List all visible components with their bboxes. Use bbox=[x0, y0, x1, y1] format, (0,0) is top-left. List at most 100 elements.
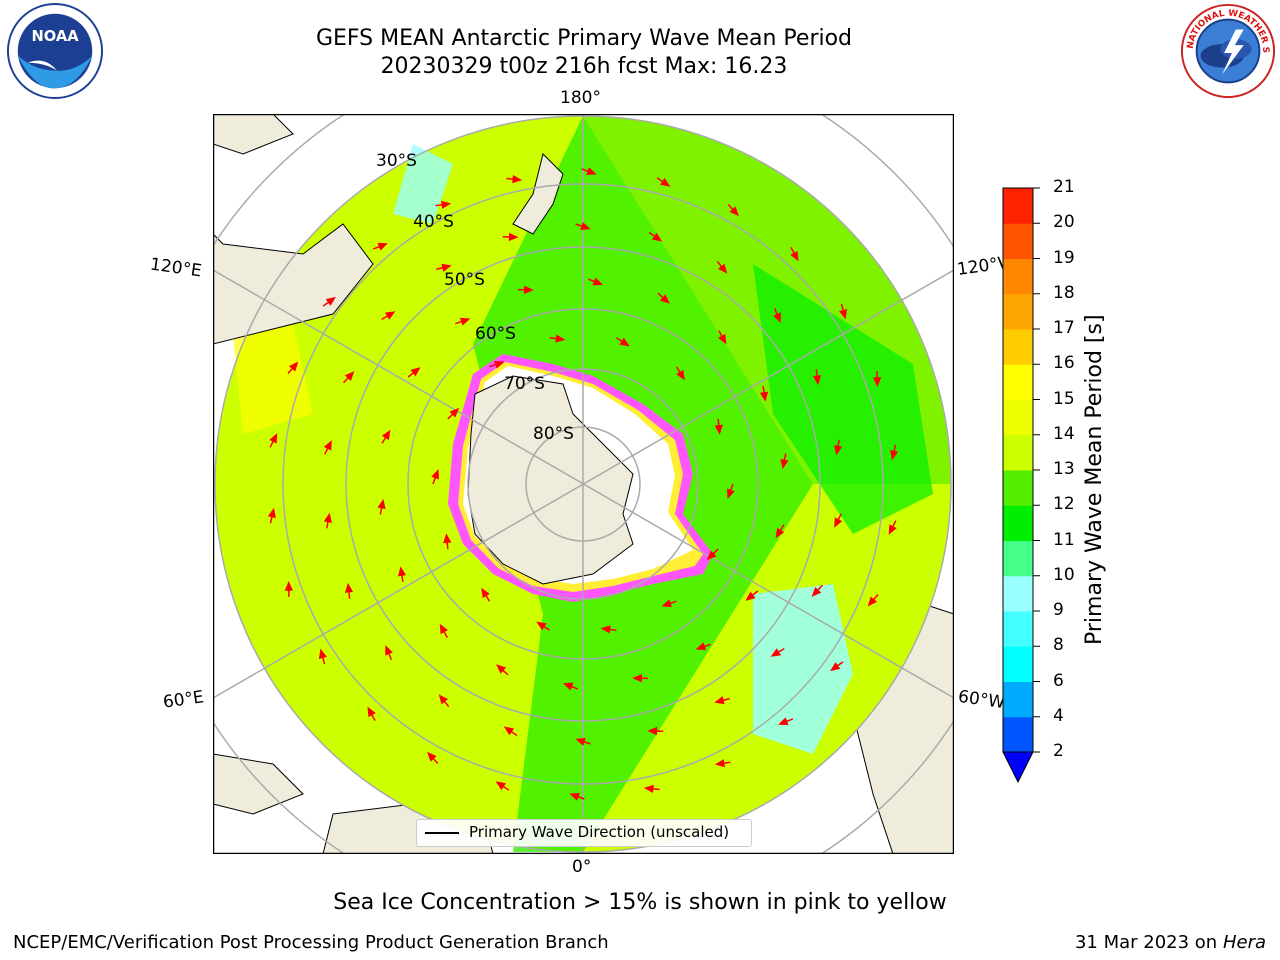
wave-arrow-head bbox=[441, 200, 452, 209]
wave-arrow-head bbox=[323, 512, 332, 523]
nws-logo: NATIONAL WEATHER SERVICE bbox=[1178, 2, 1276, 99]
colorbar-segment bbox=[1003, 540, 1033, 577]
wave-arrow-head bbox=[873, 377, 882, 387]
colorbar-tick-label: 18 bbox=[1053, 282, 1075, 303]
wave-arrow-head bbox=[344, 582, 354, 593]
colorbar-tick-label: 10 bbox=[1053, 564, 1075, 585]
wave-arrow-head bbox=[659, 294, 670, 304]
wave-arrow-head bbox=[397, 566, 407, 577]
wave-arrow-head bbox=[385, 311, 396, 320]
colorbar-tick-label: 20 bbox=[1053, 212, 1075, 233]
colorbar-tick-label: 9 bbox=[1053, 600, 1064, 620]
wave-arrow-head bbox=[439, 623, 448, 635]
wave-arrow-head bbox=[695, 642, 707, 651]
colorbar-segment bbox=[1003, 188, 1033, 224]
land-australia bbox=[213, 223, 374, 345]
land-new-zealand bbox=[512, 153, 564, 235]
colorbar-tick-label: 12 bbox=[1053, 494, 1075, 515]
footer-date: 31 Mar 2023 on Hera bbox=[1075, 932, 1266, 953]
wave-arrow-head bbox=[269, 433, 278, 444]
wave-arrow-head bbox=[377, 242, 388, 251]
wave-direction-arrows bbox=[267, 167, 899, 801]
wave-arrow-head bbox=[449, 407, 460, 418]
footer-machine: Hera bbox=[1222, 932, 1266, 953]
wave-arrow-head bbox=[569, 792, 580, 801]
wave-arrow-head bbox=[512, 175, 523, 184]
wave-arrow-head bbox=[284, 581, 293, 591]
wave-arrow-head bbox=[632, 674, 643, 683]
wave-arrow-head bbox=[811, 587, 822, 597]
wave-arrow-head bbox=[717, 263, 728, 274]
colorbar-segment bbox=[1003, 681, 1033, 718]
wave-arrow-head bbox=[600, 625, 611, 634]
wave-arrow-head bbox=[867, 596, 878, 607]
lon-label-60w: 60°W bbox=[956, 686, 1007, 714]
wave-arrow-head bbox=[651, 232, 663, 242]
lat-label-30s: 30°S bbox=[376, 151, 417, 171]
colorbar-segment bbox=[1003, 329, 1033, 365]
colorbar-tick-label: 13 bbox=[1053, 459, 1075, 479]
wave-arrow-head bbox=[759, 391, 769, 402]
lat-label-50s: 50°S bbox=[444, 270, 485, 290]
sea-ice-note: Sea Ice Concentration > 15% is shown in … bbox=[333, 890, 947, 915]
lon-label-120e: 120°E bbox=[148, 254, 203, 282]
wave-arrow-head bbox=[647, 726, 658, 736]
wave-arrow-head bbox=[660, 177, 671, 187]
wave-arrow-head bbox=[729, 206, 739, 217]
colorbar-segment bbox=[1003, 505, 1033, 541]
land-africa-edge bbox=[213, 753, 304, 815]
map-subtitle: 20230329 t00z 216h fcst Max: 16.23 bbox=[380, 54, 788, 79]
lat-label-70s: 70°S bbox=[504, 374, 545, 394]
wave-arrow-head bbox=[536, 621, 547, 631]
footer-credit: NCEP/EMC/Verification Post Processing Pr… bbox=[13, 932, 609, 953]
wave-arrow-head bbox=[619, 337, 630, 347]
wave-arrow-head bbox=[718, 333, 727, 345]
wave-arrow-head bbox=[834, 445, 843, 456]
wave-arrow-head bbox=[592, 277, 604, 286]
wave-arrow-head bbox=[508, 232, 519, 242]
colorbar-segment bbox=[1003, 364, 1033, 400]
colorbar-tick-label: 14 bbox=[1053, 423, 1075, 444]
wave-arrow-head bbox=[495, 781, 506, 791]
wave-arrow-head bbox=[318, 648, 327, 660]
wave-arrow-head bbox=[494, 360, 505, 369]
colorbar-segment bbox=[1003, 716, 1033, 753]
wave-arrow-head bbox=[888, 524, 897, 535]
colorbar-tick-label: 2 bbox=[1053, 741, 1064, 761]
legend-line-swatch bbox=[425, 832, 459, 834]
wave-arrow-head bbox=[676, 369, 685, 381]
wave-arrow-head bbox=[745, 591, 756, 601]
wave-arrow-head bbox=[770, 648, 781, 657]
lat-label-80s: 80°S bbox=[533, 424, 574, 444]
wave-arrow-head bbox=[344, 371, 355, 381]
wave-arrow-head bbox=[555, 334, 566, 343]
wave-arrow-head bbox=[523, 285, 534, 294]
wave-arrow-head bbox=[267, 507, 276, 519]
wave-arrow-head bbox=[325, 296, 336, 306]
colorbar-tick-label: 17 bbox=[1053, 318, 1075, 338]
wave-arrow-head bbox=[381, 429, 391, 441]
wave-arrow-head bbox=[839, 308, 848, 320]
colorbar bbox=[1002, 187, 1040, 784]
legend-label: Primary Wave Direction (unscaled) bbox=[469, 823, 730, 841]
wave-arrow-head bbox=[385, 645, 393, 656]
wave-arrow-head bbox=[790, 250, 799, 262]
wave-arrow-head bbox=[714, 696, 725, 705]
wave-arrow-head bbox=[778, 717, 789, 726]
wave-arrow-head bbox=[427, 751, 437, 762]
footer-date-text: 31 Mar 2023 on bbox=[1074, 932, 1218, 953]
colorbar-segment bbox=[1003, 293, 1033, 330]
colorbar-segment bbox=[1003, 611, 1033, 647]
wave-arrow-head bbox=[726, 488, 735, 499]
colorbar-tick-label: 21 bbox=[1053, 177, 1075, 197]
graticule bbox=[213, 114, 954, 854]
wave-arrow-head bbox=[377, 498, 386, 510]
wave-arrow-head bbox=[812, 375, 822, 386]
wave-arrow-head bbox=[562, 682, 574, 691]
colorbar-tick-label: 16 bbox=[1053, 353, 1075, 374]
wave-arrow-head bbox=[441, 263, 452, 272]
wave-arrow-head bbox=[775, 527, 785, 539]
wave-arrow-head bbox=[443, 533, 452, 544]
colorbar-segment bbox=[1003, 399, 1033, 436]
wave-arrow-head bbox=[431, 469, 440, 480]
